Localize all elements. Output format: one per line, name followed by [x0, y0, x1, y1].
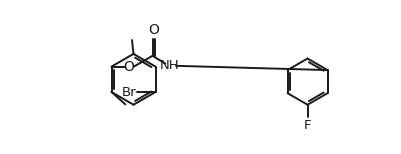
Text: O: O	[123, 60, 134, 74]
Text: Br: Br	[122, 85, 136, 99]
Text: O: O	[148, 23, 159, 37]
Text: F: F	[304, 119, 311, 132]
Text: NH: NH	[160, 59, 180, 72]
